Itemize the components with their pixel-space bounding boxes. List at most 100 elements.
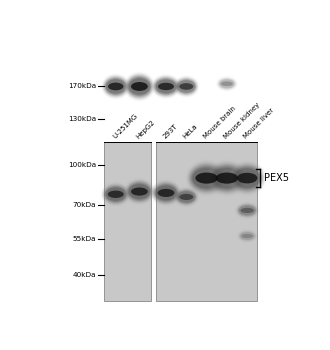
- Ellipse shape: [178, 80, 195, 92]
- Text: HepG2: HepG2: [135, 119, 156, 140]
- Ellipse shape: [231, 163, 264, 193]
- Ellipse shape: [156, 80, 176, 93]
- Ellipse shape: [155, 185, 177, 201]
- Ellipse shape: [125, 74, 154, 99]
- Ellipse shape: [177, 191, 195, 203]
- Ellipse shape: [103, 185, 128, 204]
- Ellipse shape: [106, 79, 126, 94]
- Text: HeLa: HeLa: [182, 123, 199, 140]
- Ellipse shape: [231, 164, 263, 192]
- Ellipse shape: [179, 83, 193, 90]
- Ellipse shape: [104, 186, 127, 203]
- FancyBboxPatch shape: [156, 142, 257, 301]
- Ellipse shape: [177, 190, 196, 204]
- Ellipse shape: [242, 234, 253, 238]
- Ellipse shape: [240, 232, 255, 240]
- Ellipse shape: [158, 189, 174, 197]
- FancyBboxPatch shape: [104, 142, 151, 301]
- Ellipse shape: [176, 79, 197, 94]
- Text: 293T: 293T: [162, 123, 179, 140]
- Ellipse shape: [153, 77, 178, 96]
- Ellipse shape: [105, 187, 126, 202]
- Ellipse shape: [128, 77, 151, 96]
- Ellipse shape: [211, 166, 243, 190]
- Ellipse shape: [153, 183, 178, 203]
- Ellipse shape: [207, 161, 247, 195]
- Ellipse shape: [229, 162, 265, 195]
- Text: Mouse kidney: Mouse kidney: [223, 101, 261, 140]
- Ellipse shape: [240, 232, 254, 240]
- Text: 130kDa: 130kDa: [68, 116, 96, 122]
- Ellipse shape: [106, 79, 125, 93]
- Ellipse shape: [128, 183, 151, 201]
- Ellipse shape: [102, 183, 130, 206]
- Ellipse shape: [126, 181, 153, 203]
- Ellipse shape: [153, 183, 179, 203]
- Ellipse shape: [105, 78, 126, 95]
- Ellipse shape: [232, 166, 262, 191]
- Text: 40kDa: 40kDa: [73, 272, 96, 278]
- Ellipse shape: [150, 180, 182, 206]
- Ellipse shape: [218, 79, 235, 89]
- Ellipse shape: [105, 186, 127, 202]
- Ellipse shape: [124, 178, 155, 205]
- Ellipse shape: [125, 180, 154, 203]
- Ellipse shape: [151, 74, 181, 99]
- Ellipse shape: [175, 77, 198, 96]
- Ellipse shape: [176, 190, 197, 204]
- Ellipse shape: [152, 181, 180, 205]
- Ellipse shape: [210, 164, 244, 192]
- Ellipse shape: [179, 194, 193, 200]
- Ellipse shape: [189, 164, 224, 192]
- Ellipse shape: [104, 77, 127, 96]
- Ellipse shape: [103, 76, 128, 97]
- Ellipse shape: [128, 183, 150, 200]
- Text: U-251MG: U-251MG: [112, 112, 139, 140]
- Ellipse shape: [212, 167, 242, 189]
- Ellipse shape: [218, 78, 236, 89]
- Ellipse shape: [108, 190, 124, 198]
- Ellipse shape: [230, 162, 265, 194]
- Ellipse shape: [175, 188, 198, 206]
- Ellipse shape: [237, 204, 257, 217]
- Text: 170kDa: 170kDa: [68, 83, 96, 90]
- Ellipse shape: [131, 82, 148, 91]
- Ellipse shape: [126, 74, 153, 99]
- Ellipse shape: [124, 72, 155, 101]
- Text: 55kDa: 55kDa: [73, 236, 96, 242]
- Ellipse shape: [155, 79, 177, 94]
- Ellipse shape: [215, 173, 238, 184]
- Ellipse shape: [128, 78, 150, 95]
- Ellipse shape: [154, 78, 178, 95]
- Ellipse shape: [187, 161, 227, 195]
- Ellipse shape: [210, 165, 244, 191]
- Ellipse shape: [206, 160, 248, 196]
- Ellipse shape: [234, 168, 260, 188]
- Ellipse shape: [177, 79, 196, 94]
- Text: Mouse liver: Mouse liver: [243, 107, 276, 140]
- Ellipse shape: [219, 79, 235, 89]
- Ellipse shape: [195, 173, 218, 184]
- Ellipse shape: [234, 167, 261, 189]
- Ellipse shape: [176, 78, 197, 95]
- Ellipse shape: [239, 205, 255, 215]
- Ellipse shape: [190, 165, 223, 191]
- Ellipse shape: [126, 75, 152, 98]
- Ellipse shape: [191, 166, 222, 190]
- Ellipse shape: [102, 74, 130, 99]
- Ellipse shape: [131, 188, 148, 196]
- Ellipse shape: [151, 180, 181, 205]
- Ellipse shape: [103, 184, 129, 204]
- Ellipse shape: [213, 168, 241, 188]
- Ellipse shape: [177, 80, 195, 93]
- Ellipse shape: [208, 162, 246, 194]
- Ellipse shape: [241, 208, 254, 213]
- Ellipse shape: [237, 173, 257, 183]
- Ellipse shape: [175, 77, 198, 96]
- Ellipse shape: [153, 76, 179, 97]
- Ellipse shape: [238, 205, 256, 216]
- Ellipse shape: [228, 161, 266, 196]
- Ellipse shape: [238, 205, 256, 216]
- Ellipse shape: [174, 76, 199, 97]
- Ellipse shape: [219, 79, 234, 88]
